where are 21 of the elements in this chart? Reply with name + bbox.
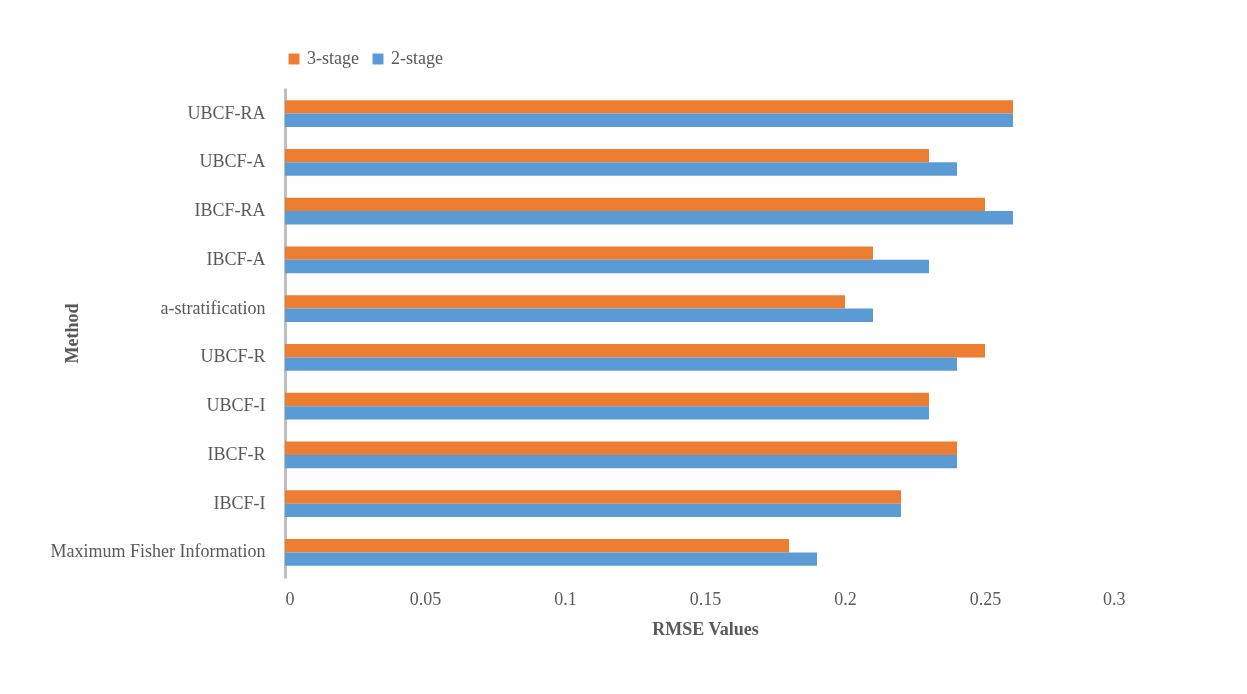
y-tick-label: IBCF-I bbox=[213, 492, 266, 513]
y-tick-label: UBCF-I bbox=[206, 395, 266, 416]
y-tick-label: UBCF-R bbox=[200, 346, 266, 367]
x-tick-label: 0 bbox=[285, 588, 295, 609]
y-tick-label: IBCF-RA bbox=[194, 200, 266, 221]
y-tick-label: UBCF-RA bbox=[187, 102, 266, 123]
legend-label: 2-stage bbox=[391, 48, 443, 68]
legend-label: 3-stage bbox=[307, 48, 359, 68]
x-tick-label: 0.05 bbox=[409, 588, 442, 609]
x-tick-label: 0.25 bbox=[969, 588, 1002, 609]
y-tick-label: IBCF-R bbox=[207, 443, 266, 464]
y-tick-label: IBCF-A bbox=[206, 248, 266, 269]
x-tick-label: 0.3 bbox=[1103, 588, 1126, 609]
x-tick-label: 0.2 bbox=[834, 588, 857, 609]
x-tick-label: 0.1 bbox=[554, 588, 577, 609]
y-axis-title: Method bbox=[61, 303, 82, 364]
y-tick-label: a-stratification bbox=[160, 297, 266, 318]
x-tick-label: 0.15 bbox=[689, 588, 722, 609]
x-axis-title: RMSE Values bbox=[652, 618, 759, 639]
y-tick-label: UBCF-A bbox=[199, 151, 266, 172]
y-tick-label: Maximum Fisher Information bbox=[50, 541, 266, 562]
